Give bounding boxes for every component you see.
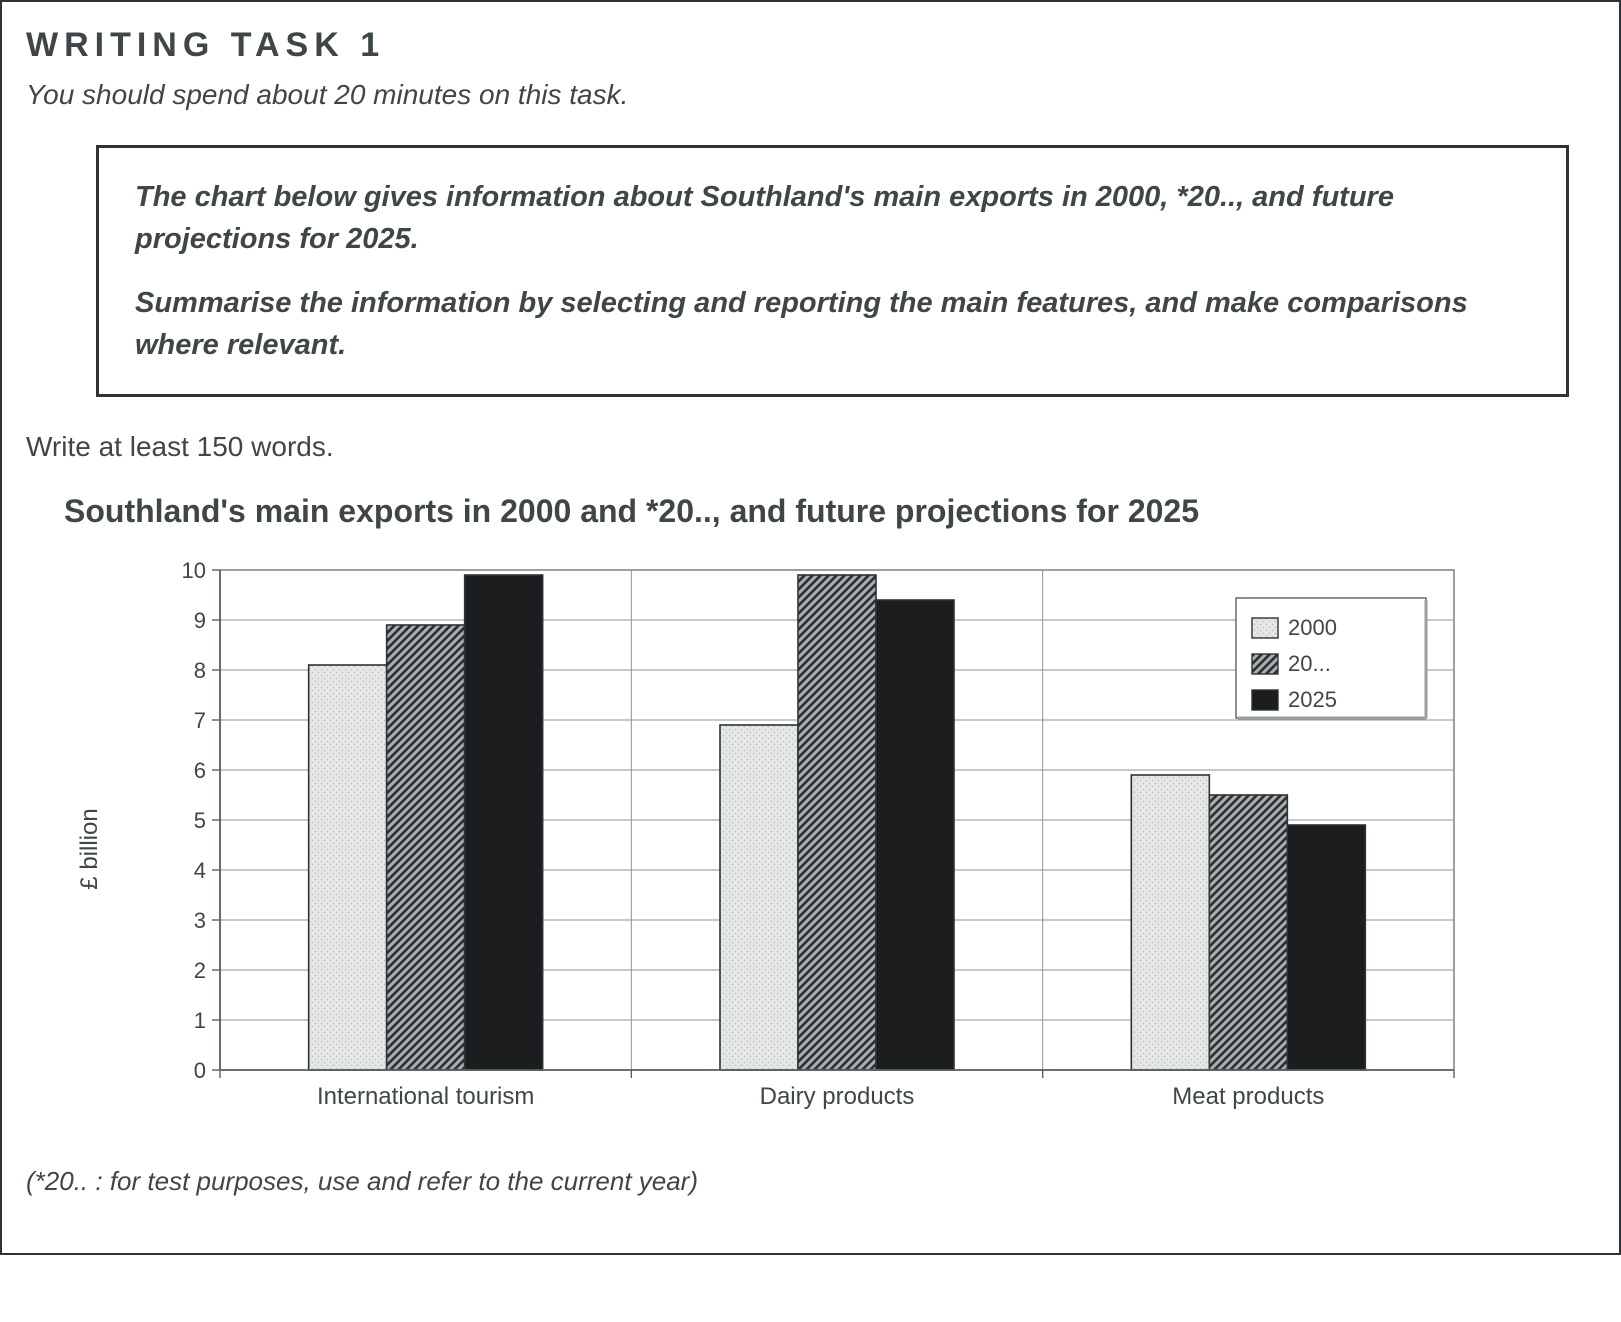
page-heading: WRITING TASK 1 (26, 26, 1609, 65)
exports-bar-chart: 0 1 2 3 4 5 6 7 8 9 10 International tourism Dairy p… (146, 554, 1466, 1144)
min-words-note: Write at least 150 words. (26, 431, 1609, 463)
legend-label: 2000 (1288, 615, 1337, 640)
y-tick-label: 9 (194, 608, 206, 633)
prompt-line-1: The chart below gives information about … (135, 176, 1530, 260)
task-prompt-box: The chart below gives information about … (96, 145, 1569, 397)
chart-title: Southland's main exports in 2000 and *20… (64, 493, 1609, 530)
bar (798, 575, 876, 1070)
category-label: Dairy products (760, 1083, 915, 1110)
chart-y-axis-label: £ billion (76, 808, 104, 889)
bar (465, 575, 543, 1070)
bar (720, 725, 798, 1070)
y-tick-label: 7 (194, 708, 206, 733)
prompt-line-2: Summarise the information by selecting a… (135, 282, 1530, 366)
bar (309, 665, 387, 1070)
legend-label: 20... (1288, 651, 1331, 676)
bar (1131, 775, 1209, 1070)
bar (1287, 825, 1365, 1070)
bar (1209, 795, 1287, 1070)
category-label: Meat products (1172, 1083, 1324, 1110)
bar (387, 625, 465, 1070)
y-tick-label: 4 (194, 858, 206, 883)
legend-label: 2025 (1288, 687, 1337, 712)
category-label: International tourism (317, 1083, 534, 1110)
y-tick-label: 6 (194, 758, 206, 783)
y-tick-label: 1 (194, 1008, 206, 1033)
y-tick-label: 0 (194, 1058, 206, 1083)
y-tick-label: 10 (182, 558, 206, 583)
y-tick-label: 2 (194, 958, 206, 983)
time-note: You should spend about 20 minutes on thi… (26, 79, 1609, 111)
y-tick-label: 3 (194, 908, 206, 933)
chart-legend: 2000 20... 2025 (1236, 598, 1426, 718)
footnote: (*20.. : for test purposes, use and refe… (26, 1166, 1609, 1197)
bar (876, 600, 954, 1070)
y-tick-label: 8 (194, 658, 206, 683)
y-tick-label: 5 (194, 808, 206, 833)
chart-container: £ billion 012345678910International tour… (146, 554, 1609, 1144)
